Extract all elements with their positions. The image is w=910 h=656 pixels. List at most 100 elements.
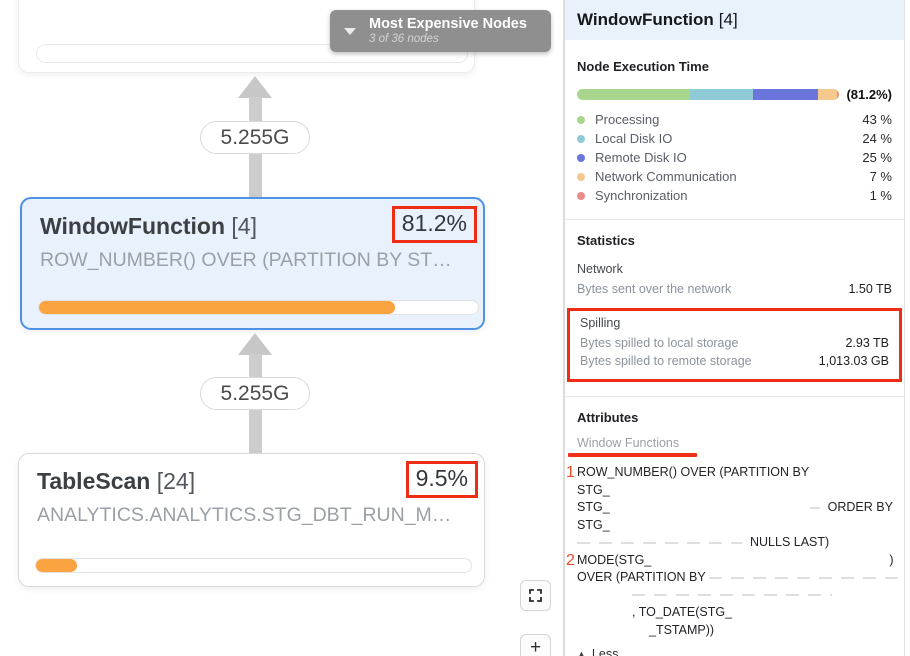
stat-row: Bytes sent over the network 1.50 TB: [577, 280, 892, 298]
legend-dot-icon: [577, 191, 585, 200]
attribute-text: , TO_DATE(STG_: [632, 605, 733, 619]
statistics-groups: Network Bytes sent over the network 1.50 T…: [567, 262, 902, 382]
stat-label: Bytes sent over the network: [577, 282, 732, 296]
attribute-text: ): [889, 552, 894, 567]
panel-scrollbar-track[interactable]: [904, 0, 910, 656]
edge-label-text: 5.255G: [220, 381, 290, 405]
redacted-blank: [577, 598, 632, 599]
attribute-line: , TO_DATE(STG_: [577, 604, 892, 622]
stat-value: 1,013.03 GB: [818, 354, 889, 368]
stat-label: Bytes spilled to local storage: [580, 336, 739, 350]
most-expensive-nodes-dropdown[interactable]: Most Expensive Nodes 3 of 36 nodes: [330, 10, 551, 52]
node-progress-track: [35, 558, 472, 573]
execution-time-heading: Node Execution Time: [577, 59, 709, 74]
attributes-subheading: Window Functions: [577, 436, 680, 450]
node-title: WindowFunction [4]: [40, 213, 257, 240]
redacted-blank: [577, 633, 649, 634]
dropdown-subtitle: 3 of 36 nodes: [369, 33, 439, 46]
bar-segment-synchronization: [836, 89, 840, 100]
legend-row-processing: Processing 43 %: [577, 110, 892, 129]
attribute-text: _TSTAMP)): [649, 622, 715, 637]
node-percent: 81.2%: [401, 210, 467, 236]
node-progress-track: [38, 300, 479, 315]
stat-label: Bytes spilled to remote storage: [580, 354, 752, 368]
attribute-text: OVER (PARTITION BY: [577, 570, 709, 584]
redacted-blank: [742, 545, 750, 546]
stat-row: Bytes spilled to remote storage 1,013.03 …: [580, 352, 889, 370]
legend-label: Remote Disk IO: [595, 150, 687, 165]
stat-value: 2.93 TB: [845, 336, 889, 350]
attribute-item-2: 2 MODE(STG_) OVER (PARTITION BY , TO_DATE(…: [566, 552, 899, 640]
node-progress-fill: [36, 559, 78, 572]
stat-value: 1.50 TB: [848, 282, 892, 296]
legend-value: 7 %: [869, 169, 892, 184]
legend-label: Synchronization: [595, 188, 688, 203]
node-title: TableScan [24]: [37, 468, 195, 495]
attributes-heading: Attributes: [577, 410, 639, 425]
fullscreen-button[interactable]: [520, 580, 551, 611]
node-subtitle: ROW_NUMBER() OVER (PARTITION BY ST…: [40, 249, 452, 271]
show-less-link[interactable]: ▲ Less: [577, 647, 892, 656]
attribute-number-annotation: 1: [566, 464, 575, 481]
node-count: [24]: [156, 468, 196, 494]
edge-label-text: 5.255G: [220, 125, 290, 149]
edge-arrowhead-bottom: [238, 333, 272, 355]
stat-row: Bytes spilled to local storage 2.93 TB: [580, 334, 889, 352]
attribute-line: STG_: [577, 517, 892, 535]
fullscreen-icon: [529, 589, 542, 602]
execution-time-bar: [577, 89, 840, 100]
stat-group-spilling-highlighted: Spilling Bytes spilled to local storage 2.…: [567, 308, 902, 382]
legend-value: 25 %: [862, 150, 892, 165]
legend-value: 24 %: [862, 131, 892, 146]
redacted-dashes: [577, 541, 742, 544]
stat-group-name: Network: [577, 262, 623, 276]
query-graph-canvas[interactable]: 5.255G WindowFunction [4] 81.2% ROW_NUMB…: [0, 0, 563, 656]
attribute-line: STG_ ORDER BY: [577, 499, 893, 517]
redacted-dashes: [708, 576, 899, 579]
attribute-line: _TSTAMP)): [577, 622, 892, 640]
dropdown-title: Most Expensive Nodes: [369, 15, 527, 32]
redacted-blank: [610, 510, 810, 511]
redacted-dashes: [809, 506, 820, 509]
legend-label: Network Communication: [595, 169, 737, 184]
attribute-number-annotation: 2: [566, 551, 575, 569]
redacted-blank: [577, 615, 632, 616]
legend-dot-icon: [577, 153, 585, 162]
legend-row-local-disk-io: Local Disk IO 24 %: [577, 129, 892, 148]
graph-node-windowfunction[interactable]: WindowFunction [4] 81.2% ROW_NUMBER() OV…: [20, 197, 485, 330]
stat-group-network: Network Bytes sent over the network 1.50 T…: [577, 262, 892, 298]
edge-label-bottom: 5.255G: [200, 377, 310, 410]
node-percent: 9.5%: [415, 465, 468, 491]
attribute-text: STG_: [577, 500, 610, 514]
section-divider: [565, 219, 904, 220]
attribute-text: STG_: [577, 482, 610, 497]
legend-value: 43 %: [862, 112, 892, 127]
attribute-text: NULLS LAST): [750, 535, 830, 549]
graph-node-tablescan[interactable]: TableScan [24] 9.5% ANALYTICS.ANALYTICS.…: [18, 453, 485, 587]
node-percent-annotation-box: 9.5%: [405, 461, 478, 498]
attribute-line: MODE(STG_): [577, 552, 894, 570]
attribute-text: ORDER BY: [827, 500, 893, 514]
red-underline-annotation: [568, 453, 697, 457]
redacted-blank: [610, 528, 670, 529]
edge-arrowhead-top: [238, 76, 272, 98]
attribute-line: ROW_NUMBER() OVER (PARTITION BY: [577, 464, 892, 482]
show-less-label: Less: [591, 647, 619, 656]
panel-title-count: [4]: [718, 10, 738, 29]
attribute-text: STG_: [577, 517, 610, 532]
legend-row-remote-disk-io: Remote Disk IO 25 %: [577, 148, 892, 167]
redacted-blank: [651, 563, 889, 564]
attribute-line: STG_: [577, 482, 892, 500]
redacted-dashes: [632, 594, 832, 597]
node-subtitle: ANALYTICS.ANALYTICS.STG_DBT_RUN_M…: [37, 504, 452, 526]
attribute-items: 1 ROW_NUMBER() OVER (PARTITION BY STG_ STG_…: [566, 464, 899, 640]
attribute-item-1: 1 ROW_NUMBER() OVER (PARTITION BY STG_ STG_…: [566, 464, 893, 552]
legend-dot-icon: [577, 134, 585, 143]
zoom-in-button[interactable]: +: [520, 634, 551, 656]
legend-dot-icon: [577, 115, 585, 124]
redacted-blank: [610, 493, 670, 494]
legend-row-network-communication: Network Communication 7 %: [577, 167, 892, 186]
node-details-panel: WindowFunction [4] Node Execution Time (…: [565, 0, 904, 656]
edge-label-top: 5.255G: [200, 121, 310, 154]
bar-segment-remote-disk-io: [752, 89, 819, 100]
